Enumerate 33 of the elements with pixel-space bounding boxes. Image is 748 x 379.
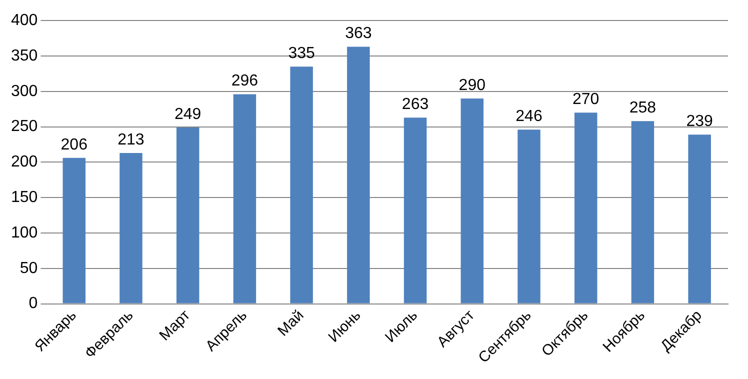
data-label: 296 (231, 72, 258, 90)
bar (518, 130, 540, 304)
bar (62, 158, 86, 304)
y-tick-label: 0 (28, 295, 38, 312)
bar (404, 118, 427, 304)
data-label: 246 (516, 108, 542, 126)
y-tick-label: 150 (10, 188, 38, 206)
bar (574, 112, 598, 304)
bar (347, 46, 370, 304)
bar (688, 134, 711, 304)
y-tick-label: 300 (10, 82, 38, 100)
y-tick-label: 400 (10, 12, 38, 30)
data-label: 249 (174, 106, 202, 123)
y-tick-label: 350 (10, 47, 38, 64)
bar (290, 66, 313, 304)
data-label: 290 (458, 76, 486, 94)
bar (460, 98, 484, 304)
y-tick-label: 250 (10, 118, 38, 136)
bar (176, 127, 200, 304)
bar (631, 121, 654, 304)
data-label: 206 (60, 136, 88, 154)
y-tick-label: 100 (10, 224, 38, 242)
data-label: 363 (345, 25, 372, 42)
data-label: 239 (686, 112, 714, 130)
data-label: 270 (572, 91, 600, 108)
y-tick-label: 50 (20, 260, 38, 277)
data-label: 335 (288, 45, 316, 62)
bar (233, 94, 256, 304)
data-label: 213 (118, 131, 144, 148)
bar (120, 152, 142, 304)
y-tick-label: 200 (10, 154, 38, 171)
data-label: 263 (402, 96, 429, 113)
data-label: 258 (629, 100, 656, 117)
